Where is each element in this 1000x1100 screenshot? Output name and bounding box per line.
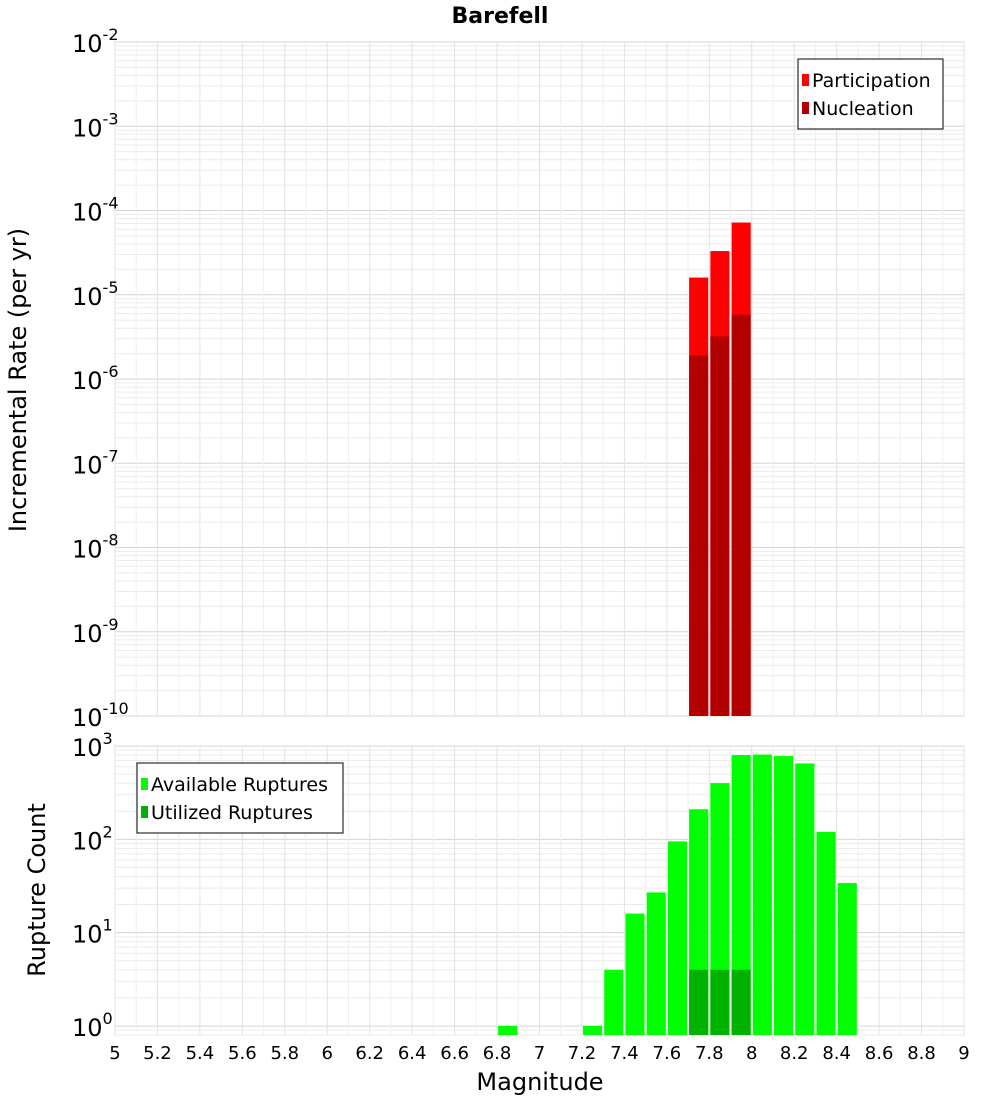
available-ruptures-bar — [837, 883, 857, 1035]
x-tick-label: 6.6 — [440, 1043, 469, 1064]
x-tick-label: 5.2 — [143, 1043, 172, 1064]
available-ruptures-bar — [667, 841, 688, 1035]
y-tick-label: 101 — [72, 916, 113, 949]
rate-plot-legend: Participation Nucleation — [797, 58, 944, 130]
available-ruptures-bar — [752, 754, 772, 1035]
y-tick-label: 10-5 — [72, 278, 119, 311]
x-tick-label: 8.8 — [907, 1043, 936, 1064]
nucleation-legend-label: Nucleation — [812, 98, 914, 120]
x-tick-label: 7.6 — [653, 1043, 682, 1064]
x-tick-label: 8.2 — [780, 1043, 809, 1064]
available-ruptures-bar — [795, 763, 815, 1035]
magnitude-x-tick-labels: 5 5.2 5.4 5.6 5.8 6 6.2 6.4 6.6 6.8 7 7.2 7.4 7.6 7.8 8… — [109, 1043, 969, 1064]
x-tick-label: 5 — [109, 1043, 120, 1064]
count-y-tick-labels: 100 101 102 103 — [72, 729, 113, 1042]
count-plot-legend: Available Ruptures Utilized Ruptures — [136, 762, 344, 834]
x-tick-label: 7.8 — [695, 1043, 724, 1064]
rate-y-axis-label: Incremental Rate (per yr) — [4, 228, 32, 532]
x-tick-label: 6.4 — [398, 1043, 427, 1064]
count-y-axis-label: Rupture Count — [23, 803, 51, 977]
y-tick-label: 103 — [72, 729, 113, 762]
participation-legend-swatch — [802, 74, 809, 86]
y-tick-label: 100 — [72, 1009, 113, 1042]
y-tick-label: 10-3 — [72, 109, 119, 142]
available-ruptures-bar — [731, 755, 751, 1035]
y-tick-label: 102 — [72, 822, 113, 855]
count-plot-bars — [498, 754, 857, 1035]
x-tick-label: 5.4 — [186, 1043, 215, 1064]
utilized-ruptures-bar — [731, 969, 751, 1035]
x-tick-label: 7.4 — [610, 1043, 639, 1064]
nucleation-bar — [710, 336, 730, 716]
nucleation-bar — [731, 314, 751, 716]
x-tick-label: 5.6 — [228, 1043, 257, 1064]
utilized-ruptures-legend-swatch — [141, 806, 148, 818]
y-tick-label: 10-10 — [72, 699, 129, 732]
rate-y-tick-labels: 10-10 10-9 10-8 10-7 10-6 10-5 10-4 10-3 10-2 — [72, 25, 129, 732]
x-tick-label: 7.2 — [568, 1043, 597, 1064]
available-ruptures-legend-swatch — [141, 778, 148, 790]
x-tick-label: 6.2 — [355, 1043, 384, 1064]
nucleation-legend-swatch — [802, 102, 809, 114]
y-tick-label: 10-7 — [72, 446, 119, 479]
utilized-ruptures-legend-label: Utilized Ruptures — [151, 802, 313, 824]
y-tick-label: 10-2 — [72, 25, 119, 58]
y-tick-label: 10-8 — [72, 531, 119, 564]
available-ruptures-bar — [583, 1025, 603, 1035]
x-axis-label: Magnitude — [476, 1068, 603, 1096]
available-ruptures-bar — [625, 913, 645, 1035]
rate-plot-panel: 10-10 10-9 10-8 10-7 10-6 10-5 10-4 10-3 10-2 In… — [4, 25, 965, 732]
y-tick-label: 10-6 — [72, 362, 119, 395]
available-ruptures-legend-label: Available Ruptures — [151, 774, 328, 796]
x-tick-label: 8.4 — [822, 1043, 851, 1064]
count-plot-panel: 100 101 102 103 Rupture Count Available Rup… — [23, 729, 965, 1042]
x-tick-label: 8 — [746, 1043, 757, 1064]
y-tick-label: 10-4 — [72, 194, 119, 227]
legend-box — [797, 58, 944, 130]
available-ruptures-bar — [774, 756, 794, 1035]
x-tick-label: 9 — [958, 1043, 969, 1064]
x-tick-label: 6.8 — [483, 1043, 512, 1064]
utilized-ruptures-bar — [710, 969, 730, 1035]
available-ruptures-bar — [816, 831, 836, 1035]
available-ruptures-bar — [604, 969, 624, 1035]
x-tick-label: 8.6 — [865, 1043, 894, 1064]
x-tick-label: 5.8 — [270, 1043, 299, 1064]
y-tick-label: 10-9 — [72, 615, 119, 648]
available-ruptures-bar — [646, 892, 666, 1035]
utilized-ruptures-bar — [689, 969, 709, 1035]
x-tick-label: 6 — [322, 1043, 333, 1064]
legend-box — [136, 762, 344, 834]
rate-plot-gridlines — [114, 41, 965, 717]
participation-legend-label: Participation — [812, 70, 931, 92]
nucleation-bar — [689, 355, 709, 716]
x-tick-label: 7 — [534, 1043, 545, 1064]
rate-plot-bars — [689, 222, 751, 717]
chart-title: Barefell — [452, 4, 549, 29]
available-ruptures-bar — [498, 1025, 518, 1035]
